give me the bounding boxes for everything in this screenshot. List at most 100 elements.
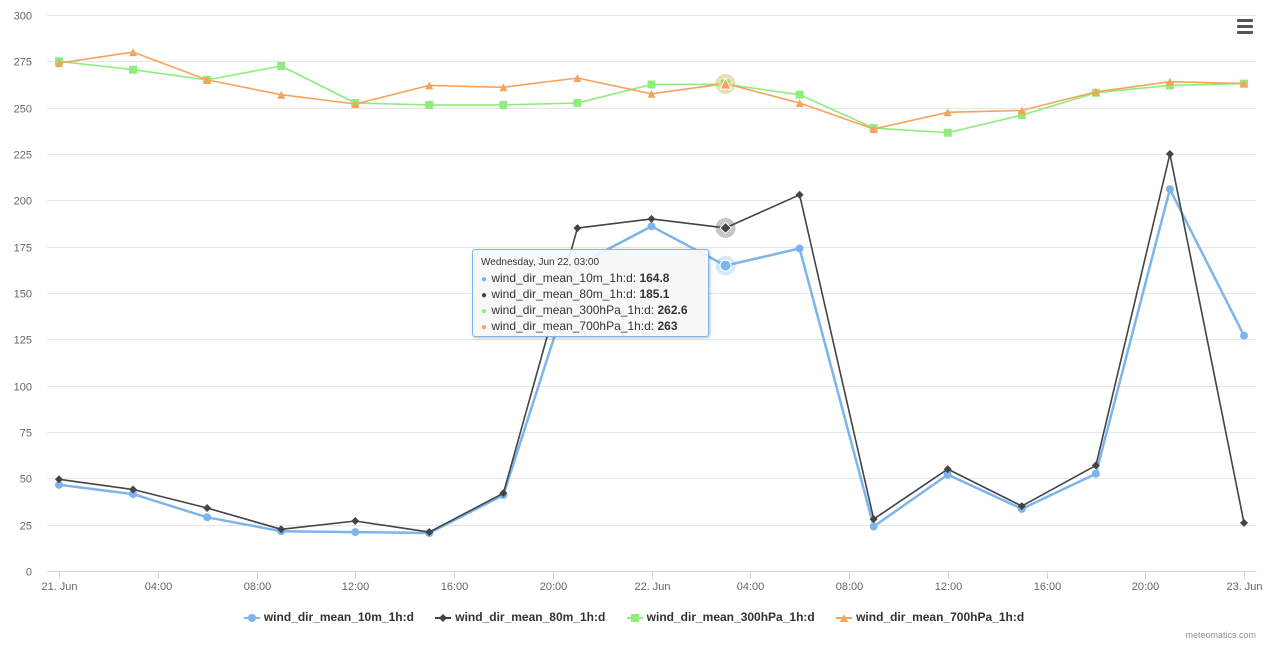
data-point-triangle	[55, 59, 63, 68]
y-tick-label: 300	[14, 11, 32, 23]
data-point-triangle	[129, 48, 138, 57]
data-point-circle	[1091, 469, 1100, 478]
legend-label: wind_dir_mean_700hPa_1h:d	[856, 610, 1025, 624]
data-point-triangle	[943, 108, 952, 117]
series-0	[55, 185, 1248, 538]
y-tick-label: 175	[14, 243, 32, 255]
data-point-triangle	[499, 83, 508, 92]
y-tick-label: 50	[20, 474, 32, 486]
data-point-circle	[1240, 331, 1248, 340]
hover-halos	[715, 73, 736, 276]
data-point-triangle	[1091, 87, 1100, 96]
data-point-diamond	[869, 515, 878, 524]
data-point-square	[647, 80, 656, 89]
y-tick-label: 275	[14, 57, 32, 69]
data-point-triangle	[573, 74, 582, 83]
tooltip-label: wind_dir_mean_300hPa_1h:d:	[491, 303, 658, 317]
tooltip-dot-icon: ●	[481, 306, 488, 317]
tooltip-row: ● wind_dir_mean_300hPa_1h:d: 262.6	[481, 303, 700, 319]
y-tick-label: 125	[14, 335, 32, 347]
x-tick-label: 12:00	[935, 581, 963, 593]
data-point-triangle	[425, 81, 434, 90]
data-point-square	[425, 100, 434, 109]
tooltip-row: ● wind_dir_mean_700hPa_1h:d: 263	[481, 319, 700, 335]
circle-marker-icon	[243, 613, 260, 622]
data-point-diamond	[1240, 518, 1248, 527]
x-tick-label: 12:00	[342, 581, 370, 593]
data-point-diamond	[943, 465, 952, 474]
data-point-triangle	[795, 99, 804, 108]
menu-bar	[1237, 25, 1253, 28]
x-tick-label: 22. Jun	[634, 581, 670, 593]
legend-item-10m[interactable]: wind_dir_mean_10m_1h:d	[243, 610, 414, 624]
data-point-diamond	[1017, 502, 1026, 511]
legend: wind_dir_mean_10m_1h:d wind_dir_mean_80m…	[0, 610, 1268, 624]
data-point-diamond	[573, 224, 582, 233]
data-point-diamond	[795, 190, 804, 199]
y-tick-label: 75	[20, 428, 32, 440]
tooltip-row: ● wind_dir_mean_10m_1h:d: 164.8	[481, 271, 700, 287]
data-point-triangle	[203, 75, 212, 84]
data-point-circle	[943, 470, 952, 479]
tooltip-label: wind_dir_mean_700hPa_1h:d:	[491, 319, 658, 333]
x-tick-label: 08:00	[244, 581, 272, 593]
x-axis: 21. Jun 04:00 08:00 12:00 16:00 20:00 22. Jun 0…	[41, 571, 1263, 593]
y-tick-label: 250	[14, 104, 32, 116]
series-3	[55, 48, 1248, 133]
data-point-square	[1017, 111, 1026, 120]
data-point-square	[499, 100, 508, 109]
y-tick-label: 100	[14, 382, 32, 394]
tooltip-dot-icon: ●	[481, 274, 488, 285]
data-point-triangle	[1165, 77, 1174, 86]
series-group	[55, 48, 1248, 538]
data-point-diamond	[1091, 461, 1100, 470]
data-point-triangle	[869, 124, 878, 133]
data-point-triangle	[647, 89, 656, 98]
data-point-circle	[203, 513, 212, 522]
data-point-circle	[719, 259, 732, 272]
data-point-circle	[795, 244, 804, 253]
data-point-triangle	[1017, 106, 1026, 115]
data-point-diamond	[425, 528, 434, 537]
tooltip-row: ● wind_dir_mean_80m_1h:d: 185.1	[481, 287, 700, 303]
tooltip: Wednesday, Jun 22, 03:00 ● wind_dir_mean…	[472, 249, 709, 337]
legend-label: wind_dir_mean_10m_1h:d	[263, 610, 414, 624]
x-tick-label: 23. Jun	[1226, 581, 1262, 593]
data-point-square	[795, 90, 804, 99]
data-point-triangle	[277, 90, 286, 99]
series-line	[58, 153, 1245, 533]
data-point-diamond	[499, 489, 508, 498]
data-point-square	[573, 99, 582, 108]
y-tick-label: 225	[14, 150, 32, 162]
credits-link[interactable]: meteomatics.com	[1185, 630, 1256, 640]
data-point-circle	[647, 222, 656, 231]
data-point-diamond	[277, 525, 286, 534]
tooltip-value: 185.1	[639, 287, 670, 301]
data-point-square	[277, 61, 286, 70]
x-tick-label: 16:00	[441, 581, 469, 593]
data-point-triangle	[351, 99, 360, 108]
legend-item-80m[interactable]: wind_dir_mean_80m_1h:d	[435, 610, 605, 624]
triangle-marker-icon	[836, 613, 853, 622]
x-tick-label: 20:00	[1132, 581, 1160, 593]
data-point-circle	[55, 480, 63, 489]
data-point-circle	[351, 528, 360, 537]
x-tick-label: 08:00	[836, 581, 864, 593]
data-point-diamond	[647, 214, 656, 223]
tooltip-value: 262.6	[657, 303, 688, 317]
data-point-diamond	[55, 475, 63, 484]
x-tick-label: 16:00	[1034, 581, 1062, 593]
tooltip-dot-icon: ●	[481, 322, 488, 333]
data-point-diamond	[1165, 150, 1174, 158]
tooltip-value: 164.8	[639, 271, 670, 285]
legend-item-700hpa[interactable]: wind_dir_mean_700hPa_1h:d	[836, 610, 1024, 624]
square-marker-icon	[626, 613, 643, 622]
y-axis: 0 25 50 75 100 125 150 175 200 225 250 275 300	[14, 11, 32, 579]
y-tick-label: 150	[14, 289, 32, 301]
data-point-diamond	[129, 485, 138, 494]
data-point-diamond	[351, 516, 360, 525]
legend-item-300hpa[interactable]: wind_dir_mean_300hPa_1h:d	[626, 610, 815, 624]
data-point-square	[943, 128, 952, 137]
hamburger-menu-icon[interactable]	[1232, 16, 1258, 38]
